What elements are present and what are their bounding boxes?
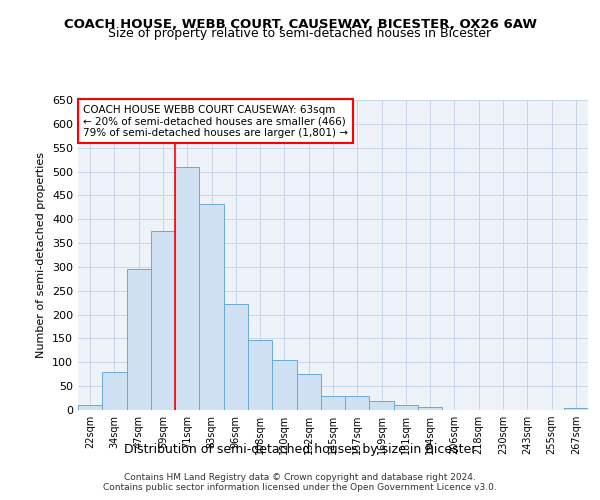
Bar [564,408,588,410]
Bar [370,402,394,410]
Bar [248,340,272,410]
Bar [345,396,370,410]
Bar [321,396,345,410]
Bar [127,270,151,410]
Text: Distribution of semi-detached houses by size in Bicester: Distribution of semi-detached houses by … [124,442,476,456]
Bar [102,372,127,410]
Bar [224,304,248,410]
Text: COACH HOUSE WEBB COURT CAUSEWAY: 63sqm
← 20% of semi-detached houses are smaller: COACH HOUSE WEBB COURT CAUSEWAY: 63sqm ←… [83,104,348,138]
Bar [151,231,175,410]
Text: Size of property relative to semi-detached houses in Bicester: Size of property relative to semi-detach… [109,28,491,40]
Text: Contains public sector information licensed under the Open Government Licence v3: Contains public sector information licen… [103,484,497,492]
Bar [394,405,418,410]
Text: Contains HM Land Registry data © Crown copyright and database right 2024.: Contains HM Land Registry data © Crown c… [124,472,476,482]
Bar [199,204,224,410]
Bar [272,360,296,410]
Bar [78,405,102,410]
Y-axis label: Number of semi-detached properties: Number of semi-detached properties [37,152,46,358]
Text: COACH HOUSE, WEBB COURT, CAUSEWAY, BICESTER, OX26 6AW: COACH HOUSE, WEBB COURT, CAUSEWAY, BICES… [64,18,536,30]
Bar [418,407,442,410]
Bar [296,374,321,410]
Bar [175,167,199,410]
